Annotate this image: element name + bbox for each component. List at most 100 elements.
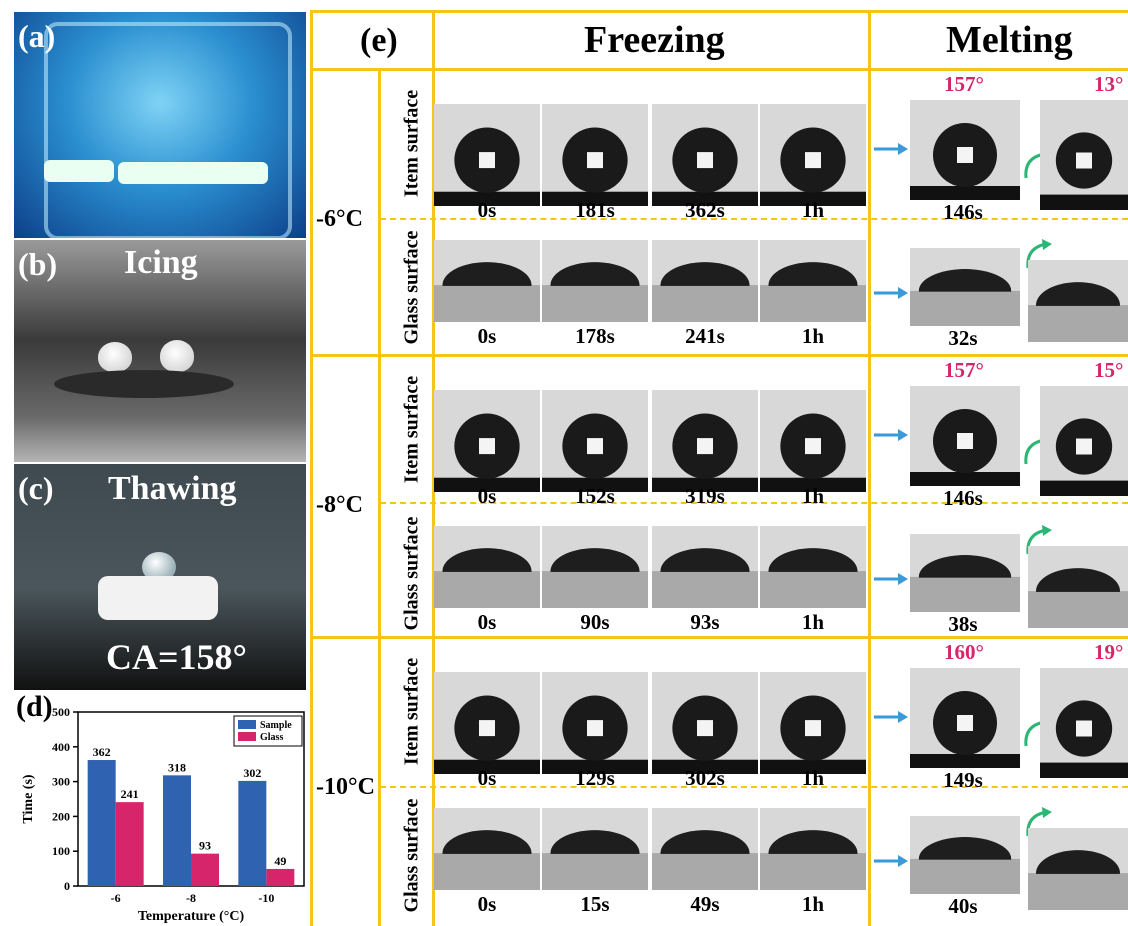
- freezing-time-label: 152s: [575, 484, 615, 508]
- rotation-arrow: [1022, 806, 1056, 845]
- freezing-time-label: 362s: [685, 198, 725, 222]
- item-surface-melting-image: [910, 668, 1020, 768]
- contact-angle-label: CA=158°: [106, 637, 247, 677]
- bar-value-label: 362: [93, 745, 111, 759]
- panel-label-d: (d): [16, 690, 53, 723]
- freezing-time-label: 1h: [801, 892, 825, 916]
- item-surface-melting-image: [910, 100, 1020, 200]
- bar-value-label: 241: [121, 787, 139, 801]
- grid-row-border-1: [310, 354, 1128, 357]
- item-surface-freezing-image: [434, 390, 540, 492]
- freezing-time-label: 0s: [477, 610, 497, 634]
- dashed-divider-2: [380, 502, 1128, 504]
- glass-surface-freezing-image: [652, 240, 758, 322]
- sliding-angle-value: 13°: [1094, 72, 1124, 96]
- item-surface-freezing-image: [542, 672, 648, 774]
- melting-time-label: 40s: [948, 894, 978, 918]
- x-tick-label: -6: [111, 891, 121, 905]
- item-surface-label: Item surface: [400, 89, 423, 198]
- glass-container-shape: [44, 22, 292, 238]
- x-tick-label: -10: [258, 891, 274, 905]
- glass-surface-melting-image: [910, 534, 1020, 612]
- melting-time-label: 38s: [948, 612, 978, 636]
- glass-surface-label: Glass surface: [400, 230, 423, 345]
- glass-surface-label: Glass surface: [400, 516, 423, 631]
- item-surface-freezing-image: [760, 672, 866, 774]
- y-tick-label: 300: [52, 775, 70, 789]
- panel-label-b: (b): [18, 246, 58, 282]
- photo-panel-b: (b) Icing: [14, 240, 306, 462]
- y-tick-label: 100: [52, 844, 70, 858]
- freezing-time-label: 178s: [575, 324, 615, 348]
- contact-angle-value: 157°: [944, 358, 984, 382]
- melting-arrow: [874, 428, 908, 447]
- glass-surface-freezing-image: [434, 808, 540, 890]
- melting-header: Melting: [946, 19, 1073, 61]
- melting-time-label: 146s: [943, 486, 983, 510]
- contact-angle-value: 157°: [944, 72, 984, 96]
- melting-time-label: 32s: [948, 326, 978, 350]
- item-surface-tilted-image: [1040, 668, 1128, 778]
- melting-time-label: 149s: [943, 768, 983, 792]
- bar-glass: [191, 853, 219, 886]
- grid-row-border-2: [310, 636, 1128, 639]
- bar-value-label: 49: [274, 854, 286, 868]
- item-surface-freezing-image: [652, 672, 758, 774]
- grid-header-border: [310, 68, 1128, 71]
- freezing-time-label: 90s: [580, 610, 610, 634]
- glass-surface-tilted-image: [1028, 828, 1128, 910]
- y-tick-label: 200: [52, 809, 70, 823]
- bar-glass: [115, 802, 144, 886]
- item-surface-tilted-image: [1040, 100, 1128, 210]
- bar-value-label: 318: [168, 760, 186, 774]
- melting-arrow: [874, 854, 908, 873]
- melting-arrow: [874, 142, 908, 161]
- photo-panel-a: (a): [14, 12, 306, 238]
- y-tick-label: 400: [52, 740, 70, 754]
- freezing-time-label: 0s: [477, 892, 497, 916]
- y-tick-label: 0: [64, 879, 70, 893]
- sliding-angle-value: 19°: [1094, 640, 1124, 664]
- item-surface-tilted-image: [1040, 386, 1128, 496]
- glass-surface-freezing-image: [542, 240, 648, 322]
- item-surface-label: Item surface: [400, 657, 423, 766]
- panel-e: (e) Freezing Melting: [310, 0, 1128, 926]
- bar-glass: [266, 868, 295, 886]
- freezing-time-label: 302s: [685, 766, 725, 790]
- freezing-time-bar-chart: 0 100 200 300 400 500 -6 362 241 -8 318 93 -10 302 49 T…: [21, 705, 305, 924]
- freezing-time-label: 1h: [801, 610, 825, 634]
- freezing-time-label: 1h: [801, 484, 825, 508]
- dark-sample-disc: [54, 370, 234, 398]
- item-surface-freezing-image: [760, 104, 866, 206]
- y-tick-label: 500: [52, 705, 70, 719]
- glass-surface-tilted-image: [1028, 260, 1128, 342]
- freezing-time-label: 129s: [575, 766, 615, 790]
- item-surface-melting-image: [910, 386, 1020, 486]
- grid-col-border-label: [432, 10, 435, 926]
- freezing-time-label: 241s: [685, 324, 725, 348]
- freezing-time-label: 49s: [690, 892, 720, 916]
- glass-surface-freezing-image: [760, 808, 866, 890]
- glass-surface-freezing-image: [760, 526, 866, 608]
- item-surface-freezing-image: [434, 672, 540, 774]
- legend-swatch: [238, 732, 256, 741]
- melting-arrow: [874, 286, 908, 305]
- freezing-time-label: 93s: [690, 610, 720, 634]
- dashed-divider-3: [380, 786, 1128, 788]
- grid-left-border: [310, 10, 313, 926]
- item-surface-freezing-image: [434, 104, 540, 206]
- grid-col-border-temp: [378, 68, 381, 926]
- glass-surface-label: Glass surface: [400, 798, 423, 913]
- freezing-time-label: 0s: [477, 324, 497, 348]
- melting-time-label: 146s: [943, 200, 983, 224]
- glass-surface-freezing-image: [542, 808, 648, 890]
- glass-surface-freezing-image: [652, 808, 758, 890]
- freezing-time-label: 0s: [477, 198, 497, 222]
- glass-surface-freezing-image: [760, 240, 866, 322]
- freezing-header: Freezing: [584, 19, 725, 61]
- item-surface-freezing-image: [760, 390, 866, 492]
- y-axis-label: Time (s): [21, 774, 36, 823]
- freezing-time-label: 319s: [685, 484, 725, 508]
- x-axis-label: Temperature (°C): [138, 909, 245, 924]
- row-temperature-label: -10°C: [316, 774, 375, 800]
